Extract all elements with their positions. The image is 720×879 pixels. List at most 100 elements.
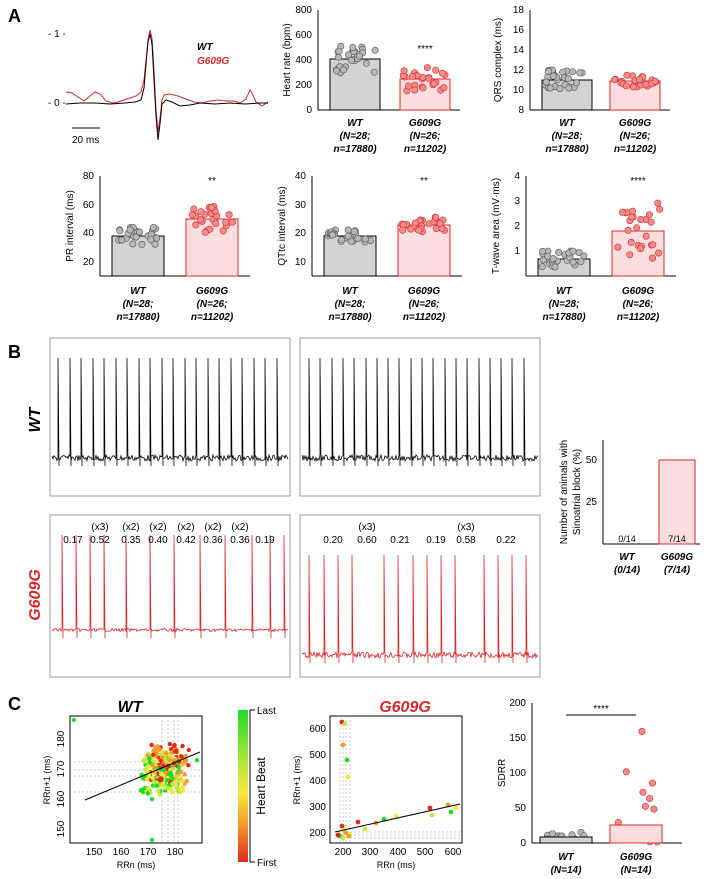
sdrr-group-g609g: G609G: [620, 852, 652, 863]
tw-group-g609g-count: n=11202): [617, 312, 660, 323]
rr-value: 0.17: [63, 535, 83, 546]
poincare-wt-point: [173, 782, 179, 788]
bar-data-point: [370, 68, 378, 76]
trace-g609g-right: [301, 554, 539, 664]
panel-label-c: C: [8, 694, 21, 714]
trace-box-g609g-right: [299, 514, 541, 678]
hr-group-g609g-n: (N=26;: [410, 131, 441, 142]
bar-data-point: [347, 56, 355, 64]
rr-value: 0.42: [176, 535, 196, 546]
qrs-group-g609g: G609G: [619, 118, 651, 129]
poincare-wt-point: [170, 790, 175, 795]
rr-value: 0.36: [230, 535, 250, 546]
bar-data-point: [549, 72, 557, 80]
poincare-wt-point: [156, 788, 161, 793]
trace-box-g609g-left: [49, 514, 291, 678]
wt-ytick: 160: [56, 790, 67, 807]
panel-label-a: A: [8, 6, 21, 26]
bar-data-point: [580, 252, 588, 260]
poincare-wt-point: [180, 779, 185, 784]
poincare-g609g-point: [345, 774, 351, 780]
sdrr-point-wt: [548, 830, 556, 838]
panel-label-b: B: [8, 342, 21, 362]
qrs-tick: 18: [513, 5, 525, 16]
bar-data-point: [539, 247, 547, 255]
poincare-wt-point: [169, 750, 174, 755]
ecg-legend-g609g: G609G: [197, 56, 229, 67]
rr-value: 0.20: [323, 535, 343, 546]
bar-data-point: [344, 232, 352, 240]
rr-value: 0.19: [426, 535, 446, 546]
qrs-tick: 14: [513, 45, 525, 56]
poincare-wt-point: [168, 754, 174, 759]
bar-data-point: [564, 74, 572, 82]
rr-value: 0.40: [148, 535, 168, 546]
poincare-g609g-point: [342, 721, 348, 727]
sab-group-wt-count: (0/14): [614, 565, 641, 576]
bar-data-point: [423, 64, 431, 72]
g-xlabel: RRn (ms): [377, 860, 416, 870]
g-xtick: 300: [362, 847, 379, 858]
hr-group-g609g: G609G: [409, 118, 441, 129]
qtc-tick: 30: [295, 200, 307, 211]
sdrr-tick: 100: [509, 768, 526, 779]
bar-data-point: [118, 236, 126, 244]
sdrr-bar-wt: [539, 836, 593, 844]
poincare-wt-point: [169, 772, 174, 778]
qrs-group-wt-count: n=17880): [545, 144, 589, 155]
poincare-g609g-point: [346, 833, 352, 839]
g-ytick: 500: [309, 750, 326, 761]
sdrr-group-g609g-n: (N=14): [621, 865, 653, 876]
bar-data-point: [132, 233, 140, 241]
row-label-wt: WT: [27, 406, 44, 432]
qrs-group-wt-n: (N=28;: [552, 131, 583, 142]
poincare-wt-point: [170, 766, 175, 772]
annotations-g609g-right: (x3) (x3) 0.20 0.60 0.21 0.19 0.58 0.22: [323, 522, 516, 546]
poincare-wt-point: [144, 777, 150, 782]
tw-group-wt-n: (N=28;: [549, 299, 580, 310]
g-xtick: 400: [390, 847, 407, 858]
g-xtick: 500: [417, 847, 434, 858]
pr-tick: 80: [83, 171, 95, 182]
bar-data-point: [197, 216, 205, 224]
qrs-ylabel: QRS complex (ms): [493, 18, 504, 102]
qrs-group-g609g-n: (N=26;: [620, 131, 651, 142]
bar-data-point: [225, 211, 233, 219]
annotations-g609g-left: (x3) (x2) (x2) (x2) (x2) (x2) 0.17 0.52 …: [63, 522, 275, 546]
poincare-wt-fit: [84, 751, 201, 801]
poincare-wt-point: [138, 788, 144, 793]
poincare-wt-point: [183, 753, 188, 759]
sdrr-significance: ****: [593, 704, 609, 715]
hr-bar-g609g: [399, 78, 451, 111]
sdrr-ylabel: SDRR: [497, 759, 508, 787]
bar-data-point: [334, 53, 342, 61]
colorbar-bottom-label: First: [257, 858, 277, 869]
qrs-group-g609g-count: n=11202): [614, 144, 657, 155]
qtc-significance: **: [420, 176, 428, 187]
bar-data-point: [645, 211, 653, 219]
bar-data-point: [629, 83, 637, 91]
poincare-wt-point: [147, 760, 152, 765]
tw-tick: 4: [514, 171, 520, 182]
bar-data-point: [408, 72, 416, 80]
ecg-tick-top: - 1 -: [48, 29, 66, 40]
poincare-wt-point: [154, 783, 160, 788]
ecg-overlay: - 1 - - 0 - WT G609G 20 ms: [48, 29, 269, 146]
poincare-g609g-point: [362, 826, 368, 832]
poincare-wt-point: [179, 754, 184, 759]
bar-data-point: [190, 205, 198, 213]
hr-tick: 800: [295, 5, 312, 16]
bar-data-point: [577, 258, 585, 266]
bar-data-point: [349, 43, 357, 51]
trace-wt-left: [51, 357, 289, 467]
bar-data-point: [555, 248, 563, 256]
qtc-group-g609g-count: n=11202): [403, 312, 446, 323]
bar-data-point: [637, 216, 645, 224]
bar-data-point: [633, 224, 641, 232]
bar-data-point: [399, 226, 407, 234]
bar-data-point: [568, 68, 576, 76]
bar-data-point: [635, 76, 643, 84]
poincare-g609g-point: [429, 812, 435, 818]
tw-tick: 2: [514, 221, 520, 232]
bar-data-point: [651, 77, 659, 85]
